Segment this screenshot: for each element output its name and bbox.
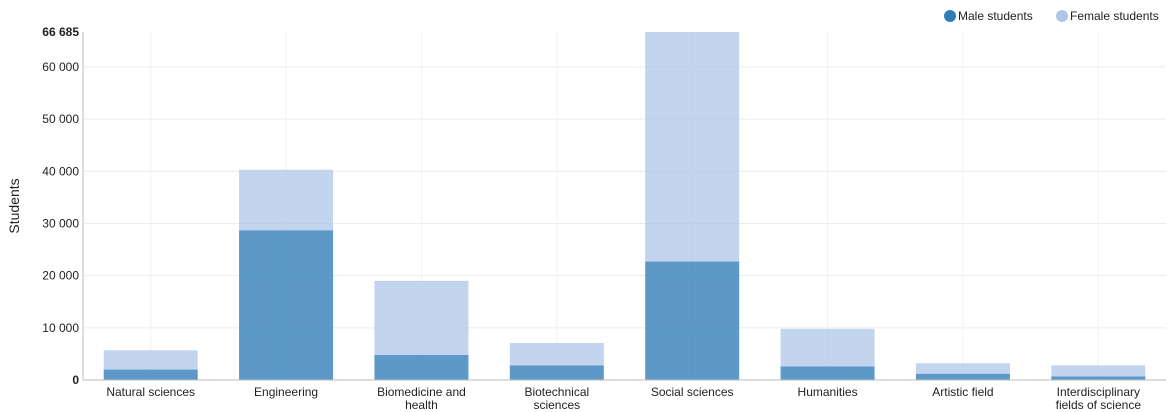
bar-male-2[interactable] — [374, 355, 468, 380]
bar-male-3[interactable] — [510, 365, 604, 380]
y-tick-label: 20 000 — [42, 269, 79, 283]
bar-male-0[interactable] — [104, 370, 198, 380]
bar-female-1[interactable] — [239, 170, 333, 231]
legend: Male students Female students — [944, 9, 1159, 23]
x-tick-label: sciences — [533, 398, 580, 412]
bar-male-7[interactable] — [1051, 376, 1145, 380]
x-tick-label: Social sciences — [651, 385, 734, 399]
x-tick-label: Engineering — [254, 385, 318, 399]
y-tick-label: 30 000 — [42, 216, 79, 230]
bar-female-6[interactable] — [916, 363, 1010, 373]
bar-male-6[interactable] — [916, 374, 1010, 380]
x-tick-label: Biotechnical — [524, 385, 589, 399]
x-tick-label: Natural sciences — [106, 385, 195, 399]
bar-female-4[interactable] — [645, 32, 739, 262]
y-tick-label: 50 000 — [42, 112, 79, 126]
x-tick-label: fields of science — [1056, 398, 1142, 412]
bar-female-5[interactable] — [781, 329, 875, 367]
x-tick-label: Biomedicine and — [377, 385, 466, 399]
legend-label[interactable]: Male students — [958, 9, 1033, 23]
legend-swatch[interactable] — [944, 10, 956, 22]
y-max-label: 66 685 — [42, 25, 79, 39]
y-axis-title: Students — [6, 178, 22, 233]
x-tick-label: Interdisciplinary — [1057, 385, 1140, 399]
bar-male-5[interactable] — [781, 366, 875, 380]
x-tick-label: Artistic field — [932, 385, 993, 399]
bar-male-1[interactable] — [239, 230, 333, 380]
bar-female-7[interactable] — [1051, 365, 1145, 376]
bar-female-2[interactable] — [374, 281, 468, 355]
y-tick-label: 10 000 — [42, 321, 79, 335]
x-tick-label: Humanities — [798, 385, 858, 399]
bar-male-4[interactable] — [645, 262, 739, 380]
y-tick-label: 40 000 — [42, 164, 79, 178]
legend-label[interactable]: Female students — [1070, 9, 1159, 23]
y-tick-label: 0 — [72, 373, 79, 387]
bar-female-3[interactable] — [510, 343, 604, 365]
x-tick-label: health — [405, 398, 438, 412]
bar-female-0[interactable] — [104, 350, 198, 369]
y-tick-label: 60 000 — [42, 60, 79, 74]
legend-swatch[interactable] — [1056, 10, 1068, 22]
